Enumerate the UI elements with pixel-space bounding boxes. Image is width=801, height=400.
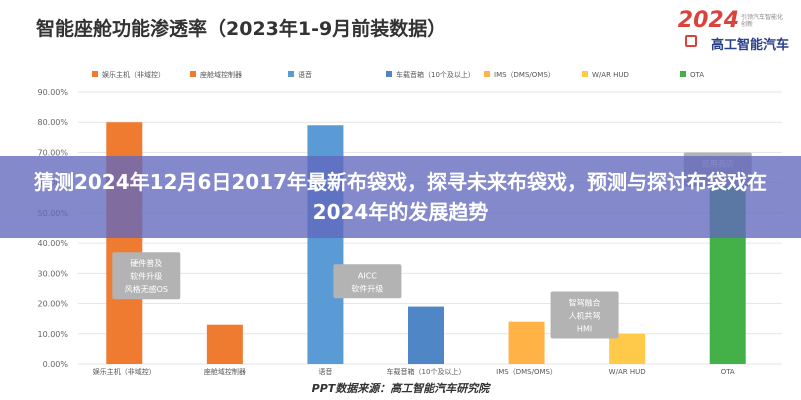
legend-label: 座舱域控制器 <box>200 70 242 79</box>
banner-text: 猜测2024年12月6日2017年最新布袋戏，探寻未来布袋戏，预测与探讨布袋戏在… <box>33 170 768 224</box>
annotation-box <box>550 291 619 339</box>
y-tick-label: 70.00% <box>37 148 68 157</box>
annotation-text: 风格无感OS <box>125 284 168 294</box>
legend-swatch <box>288 71 294 77</box>
brand-logo: 2024 引领汽车智能化 创新 高工智能汽车 <box>669 8 789 53</box>
annotation-text: 人机共驾 <box>569 311 601 321</box>
y-tick-label: 80.00% <box>37 118 68 127</box>
logo-year: 2024 <box>677 8 739 33</box>
annotation-text: AICC <box>358 271 377 280</box>
bar <box>408 306 444 364</box>
y-tick-label: 10.00% <box>37 330 68 339</box>
x-tick-label: OTA <box>721 368 735 376</box>
x-tick-label: 座舱域控制器 <box>204 367 246 376</box>
x-tick-label: 娱乐主机（非域控） <box>93 367 156 376</box>
chart-title: 智能座舱功能渗透率（2023年1-9月前装数据） <box>36 18 447 40</box>
annotation-text: 软件升级 <box>130 271 162 281</box>
legend-label: 娱乐主机（非域控） <box>102 70 165 79</box>
y-tick-label: 40.00% <box>37 239 68 248</box>
x-tick-label: W/AR HUD <box>609 368 646 376</box>
legend-label: 语音 <box>298 70 312 79</box>
bar <box>609 333 646 364</box>
legend-swatch <box>484 71 490 77</box>
data-source: PPT数据来源：高工智能汽车研究院 <box>311 382 490 395</box>
y-tick-label: 90.00% <box>37 88 68 97</box>
y-tick-label: 20.00% <box>37 300 68 309</box>
annotation-text: 软件升级 <box>351 283 383 293</box>
logo-mark-icon <box>685 35 697 47</box>
legend-swatch <box>190 71 196 77</box>
x-tick-label: 语音 <box>318 367 332 376</box>
legend-swatch <box>680 71 686 77</box>
legend-swatch <box>386 71 392 77</box>
logo-tagline: 引领汽车智能化 创新 <box>741 14 784 28</box>
legend-label: IMS（DMS/OMS） <box>494 71 555 79</box>
annotation-box <box>333 264 402 299</box>
bar <box>206 324 243 364</box>
y-tick-label: 30.00% <box>37 269 68 278</box>
annotation-text: 硬件普及 <box>130 258 162 268</box>
annotation-box <box>112 252 181 300</box>
legend-label: OTA <box>690 71 704 79</box>
y-tick-label: 0.00% <box>43 360 69 369</box>
annotation-text: 智驾融合 <box>569 298 601 308</box>
legend-label: W/AR HUD <box>592 71 629 79</box>
logo-brand: 高工智能汽车 <box>710 38 789 53</box>
annotation-text: HMI <box>577 325 592 334</box>
legend-label: 车载音箱（10个及以上） <box>396 70 475 79</box>
legend-swatch <box>582 71 588 77</box>
bar <box>508 321 545 364</box>
legend-swatch <box>92 71 98 77</box>
x-tick-label: 车载音箱（10个及以上） <box>387 367 466 376</box>
x-tick-label: IMS（DMS/OMS） <box>496 368 557 376</box>
article-banner: 猜测2024年12月6日2017年最新布袋戏，探寻未来布袋戏，预测与探讨布袋戏在… <box>0 156 801 238</box>
